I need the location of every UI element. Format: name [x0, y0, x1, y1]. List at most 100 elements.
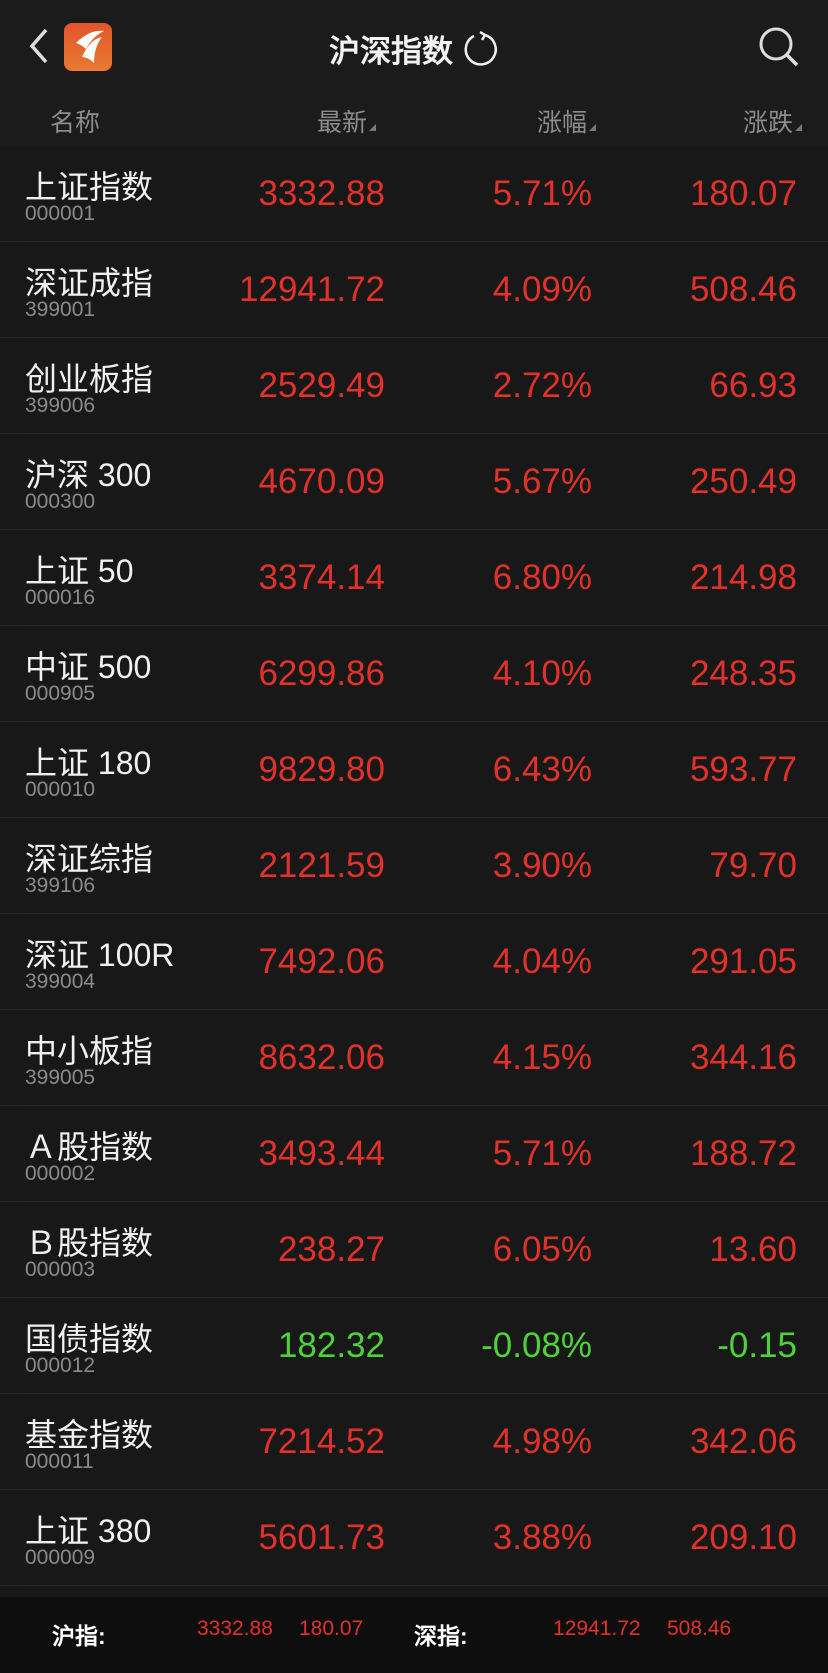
latest-price: 9829.80 — [258, 750, 385, 789]
change-percent: 6.80% — [492, 558, 592, 597]
index-code: 000016 — [25, 586, 96, 609]
table-row[interactable]: 创业板指 399006 2529.49 2.72% 66.93 — [0, 338, 828, 434]
change-value: 79.70 — [709, 846, 797, 885]
latest-price: 7492.06 — [258, 942, 385, 981]
latest-price: 8632.06 — [258, 1038, 385, 1077]
change-percent: -0.08% — [481, 1326, 592, 1365]
index-name: 深证 100R — [25, 937, 175, 973]
refresh-icon[interactable] — [463, 30, 499, 67]
col-latest-sort[interactable]: 最新 — [317, 103, 376, 139]
table-row[interactable]: 基金指数 000011 7214.52 4.98% 342.06 — [0, 1394, 828, 1490]
table-row[interactable]: 上证 380 000009 5601.73 3.88% 209.10 — [0, 1490, 828, 1586]
index-code: 000002 — [25, 1162, 96, 1185]
sh-change: 180.07 — [299, 1617, 364, 1640]
sz-label: 深指: — [414, 1623, 468, 1649]
change-value: 188.72 — [689, 1134, 797, 1173]
table-row[interactable]: 国债指数 000012 182.32 -0.08% -0.15 — [0, 1298, 828, 1394]
change-percent: 5.71% — [492, 1134, 592, 1173]
change-value: 66.93 — [709, 366, 797, 405]
change-value: 344.16 — [689, 1038, 797, 1077]
index-name: 深证综指 — [25, 841, 154, 877]
table-row[interactable]: 上证指数 000001 3332.88 5.71% 180.07 — [0, 146, 828, 242]
sort-icon — [589, 124, 596, 131]
page-title: 沪深指数 — [0, 26, 828, 71]
change-percent: 5.71% — [492, 174, 592, 213]
sh-label: 沪指: — [52, 1623, 106, 1649]
change-percent: 4.09% — [492, 270, 592, 309]
change-percent: 6.43% — [492, 750, 592, 789]
table-row[interactable]: 深证成指 399001 12941.72 4.09% 508.46 — [0, 242, 828, 338]
index-code: 000905 — [25, 682, 96, 705]
chevron-left-icon[interactable] — [24, 26, 54, 66]
index-name: 上证 180 — [25, 745, 152, 781]
footer-ticker: 沪指: 3332.88 180.07 深指: 12941.72 508.46 — [0, 1597, 828, 1673]
table-row[interactable]: Ｂ股指数 000003 238.27 6.05% 13.60 — [0, 1202, 828, 1298]
index-name: 上证 50 — [25, 553, 134, 589]
index-code: 399001 — [25, 298, 96, 321]
column-header: 名称 最新 涨幅 涨跌 — [0, 93, 828, 146]
app-logo[interactable] — [64, 23, 112, 71]
index-name: Ａ股指数 — [25, 1129, 154, 1165]
sz-value: 12941.72 — [553, 1617, 641, 1640]
change-percent: 4.98% — [492, 1422, 592, 1461]
change-percent: 3.88% — [492, 1518, 592, 1557]
col-change-sort[interactable]: 涨跌 — [743, 103, 802, 139]
change-percent: 2.72% — [492, 366, 592, 405]
sort-icon — [369, 124, 376, 131]
index-code: 000300 — [25, 490, 96, 513]
table-row[interactable]: Ａ股指数 000002 3493.44 5.71% 188.72 — [0, 1106, 828, 1202]
sh-value: 3332.88 — [197, 1617, 273, 1640]
table-row[interactable]: 上证 50 000016 3374.14 6.80% 214.98 — [0, 530, 828, 626]
sort-icon — [795, 124, 802, 131]
change-value: 593.77 — [689, 750, 797, 789]
change-value: 180.07 — [689, 174, 797, 213]
latest-price: 12941.72 — [239, 270, 385, 309]
change-value: 13.60 — [709, 1230, 797, 1269]
index-code: 000001 — [25, 202, 96, 225]
index-name: 创业板指 — [25, 361, 154, 397]
change-value: -0.15 — [717, 1326, 797, 1365]
latest-price: 3374.14 — [258, 558, 385, 597]
change-percent: 6.05% — [492, 1230, 592, 1269]
table-row[interactable]: 上证 180 000010 9829.80 6.43% 593.77 — [0, 722, 828, 818]
change-value: 209.10 — [689, 1518, 797, 1557]
index-name: 沪深 300 — [25, 457, 152, 493]
change-percent: 4.10% — [492, 654, 592, 693]
latest-price: 182.32 — [277, 1326, 385, 1365]
index-code: 000003 — [25, 1258, 96, 1281]
index-code: 000011 — [25, 1450, 94, 1473]
index-code: 399106 — [25, 874, 96, 897]
latest-price: 4670.09 — [258, 462, 385, 501]
index-code: 000010 — [25, 778, 96, 801]
latest-price: 3493.44 — [258, 1134, 385, 1173]
index-name: 上证 380 — [25, 1513, 152, 1549]
index-name: 国债指数 — [25, 1321, 154, 1357]
change-percent: 4.15% — [492, 1038, 592, 1077]
change-value: 214.98 — [689, 558, 797, 597]
search-icon[interactable] — [758, 26, 800, 68]
table-row[interactable]: 深证综指 399106 2121.59 3.90% 79.70 — [0, 818, 828, 914]
latest-price: 3332.88 — [258, 174, 385, 213]
index-code: 000009 — [25, 1546, 96, 1569]
index-name: Ｂ股指数 — [25, 1225, 154, 1261]
index-code: 399005 — [25, 1066, 96, 1089]
index-code: 000012 — [25, 1354, 96, 1377]
table-row[interactable]: 深证 100R 399004 7492.06 4.04% 291.05 — [0, 914, 828, 1010]
latest-price: 238.27 — [277, 1230, 385, 1269]
change-percent: 5.67% — [492, 462, 592, 501]
latest-price: 7214.52 — [258, 1422, 385, 1461]
change-value: 291.05 — [689, 942, 797, 981]
change-percent: 4.04% — [492, 942, 592, 981]
table-row[interactable]: 中证 500 000905 6299.86 4.10% 248.35 — [0, 626, 828, 722]
table-row[interactable]: 中小板指 399005 8632.06 4.15% 344.16 — [0, 1010, 828, 1106]
change-value: 248.35 — [689, 654, 797, 693]
latest-price: 5601.73 — [258, 1518, 385, 1557]
change-percent: 3.90% — [492, 846, 592, 885]
col-pct-sort[interactable]: 涨幅 — [537, 103, 596, 139]
table-row[interactable]: 沪深 300 000300 4670.09 5.67% 250.49 — [0, 434, 828, 530]
latest-price: 6299.86 — [258, 654, 385, 693]
sz-change: 508.46 — [667, 1617, 732, 1640]
index-name: 中小板指 — [25, 1033, 154, 1069]
latest-price: 2529.49 — [258, 366, 385, 405]
top-bar: 沪深指数 — [0, 0, 828, 93]
